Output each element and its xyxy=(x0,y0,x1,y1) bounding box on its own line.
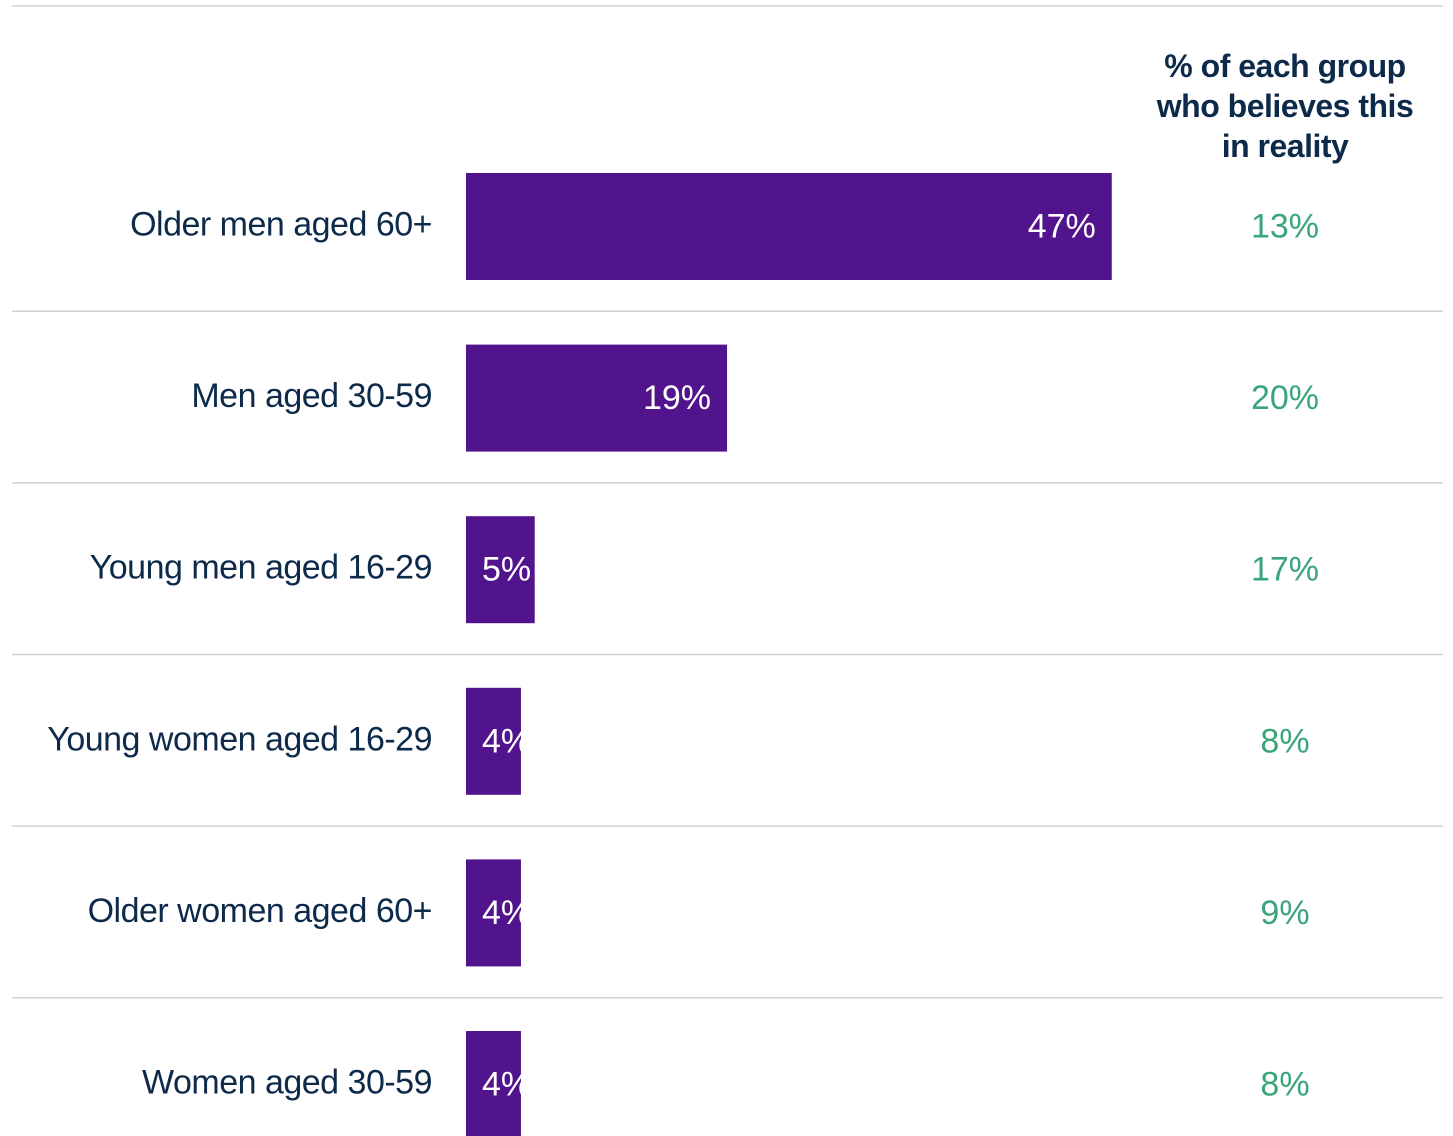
bar xyxy=(466,687,521,795)
side-value: 17% xyxy=(1251,551,1319,589)
bar xyxy=(466,344,728,452)
bar-value-label: 4% xyxy=(482,894,531,932)
bar-value-label: 5% xyxy=(482,551,531,589)
bar xyxy=(466,1031,521,1136)
category-label: Men aged 30-59 xyxy=(191,377,432,415)
category-label: Older men aged 60+ xyxy=(130,205,432,243)
bar xyxy=(466,173,1112,280)
bar-value-label: 47% xyxy=(1028,207,1096,245)
side-value: 8% xyxy=(1260,722,1309,760)
bar-value-label: 4% xyxy=(482,1065,531,1103)
category-label: Older women aged 60+ xyxy=(88,892,432,930)
bar-value-label: 4% xyxy=(482,722,531,760)
side-value: 13% xyxy=(1251,207,1319,245)
side-column-title: % of each group who believes this in rea… xyxy=(1156,48,1414,164)
category-label: Women aged 30-59 xyxy=(142,1063,432,1101)
side-value: 9% xyxy=(1260,894,1309,932)
side-value: 20% xyxy=(1251,379,1319,417)
bar xyxy=(466,516,535,624)
bar xyxy=(466,859,521,967)
bar-value-label: 19% xyxy=(643,379,711,417)
category-label: Young women aged 16-29 xyxy=(47,720,432,758)
side-value: 8% xyxy=(1260,1065,1309,1103)
category-label: Young men aged 16-29 xyxy=(90,549,432,587)
